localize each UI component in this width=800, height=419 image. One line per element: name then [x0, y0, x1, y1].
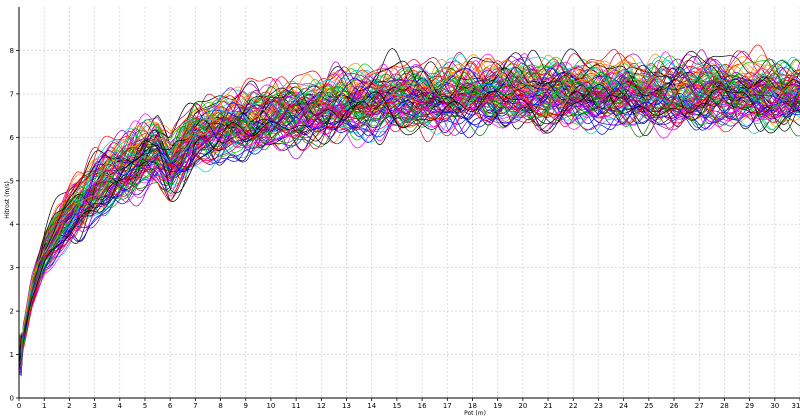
series-line	[18, 65, 800, 368]
y-tick-label: 7	[10, 90, 14, 98]
y-tick-label: 6	[10, 134, 15, 142]
axes	[18, 7, 800, 399]
y-tick-label: 1	[10, 351, 14, 359]
x-tick-label: 10	[266, 402, 275, 410]
x-tick-label: 11	[292, 402, 301, 410]
series-line	[18, 82, 800, 363]
x-tick-label: 1	[42, 402, 46, 410]
x-axis-title: Pot (m)	[464, 410, 486, 417]
series-line	[18, 60, 800, 373]
x-tick-label: 4	[118, 402, 123, 410]
x-tick-label: 21	[544, 402, 553, 410]
series-line	[18, 57, 800, 377]
series-line	[18, 73, 800, 376]
series-line	[18, 82, 800, 375]
series-line	[18, 64, 800, 362]
series-line	[18, 84, 800, 373]
x-tick-label: 6	[168, 402, 173, 410]
x-tick-label: 17	[443, 402, 452, 410]
x-tick-label: 30	[770, 402, 779, 410]
x-tick-label: 18	[468, 402, 477, 410]
x-tick-label: 31	[792, 402, 800, 410]
x-tick-label: 28	[720, 402, 729, 410]
y-axis-title: Hitrost (m/s)	[4, 181, 11, 219]
series-line	[18, 60, 800, 374]
series-line	[18, 49, 800, 346]
x-tick-label: 16	[418, 402, 427, 410]
x-tick-label: 5	[143, 402, 147, 410]
x-tick-label: 3	[92, 402, 96, 410]
series-line	[18, 55, 800, 373]
series-line	[18, 75, 800, 343]
tick-labels: 0 1 2 3 4 5 6 7 8 9 10 11 12 13 14 15 16 17 18 19 20 21 22 23 24…	[10, 47, 800, 410]
x-tick-label: 23	[594, 402, 603, 410]
x-tick-label: 27	[695, 402, 704, 410]
series-line	[18, 84, 800, 358]
x-tick-label: 8	[218, 402, 222, 410]
series-line	[18, 76, 800, 368]
x-tick-label: 29	[745, 402, 754, 410]
x-tick-label: 0	[17, 402, 21, 410]
x-tick-label: 15	[392, 402, 401, 410]
x-tick-label: 13	[342, 402, 351, 410]
x-tick-label: 14	[367, 402, 376, 410]
series-line	[18, 67, 800, 354]
series-line	[18, 58, 800, 359]
x-tick-label: 2	[67, 402, 71, 410]
y-tick-label: 5	[10, 177, 14, 185]
series-line	[18, 82, 800, 374]
x-tick-label: 24	[619, 402, 628, 410]
series-line	[18, 95, 800, 369]
x-tick-label: 20	[518, 402, 527, 410]
x-tick-label: 25	[644, 402, 653, 410]
x-tick-label: 12	[317, 402, 326, 410]
x-tick-label: 9	[244, 402, 248, 410]
series-line	[18, 56, 800, 367]
y-tick-label: 8	[10, 47, 14, 55]
x-tick-label: 19	[493, 402, 502, 410]
x-tick-label: 26	[670, 402, 679, 410]
x-tick-label: 22	[569, 402, 578, 410]
series-line	[18, 59, 800, 365]
y-tick-label: 3	[10, 264, 14, 272]
series-line	[18, 83, 800, 364]
y-tick-label: 0	[10, 395, 14, 403]
series-line	[18, 64, 800, 374]
series-line	[18, 79, 800, 376]
y-tick-label: 4	[10, 221, 15, 229]
series-line	[18, 50, 800, 357]
series-line	[18, 66, 800, 359]
x-tick-label: 7	[193, 402, 197, 410]
y-tick-label: 2	[10, 308, 14, 316]
series-lines	[18, 44, 800, 377]
series-line	[18, 66, 800, 358]
